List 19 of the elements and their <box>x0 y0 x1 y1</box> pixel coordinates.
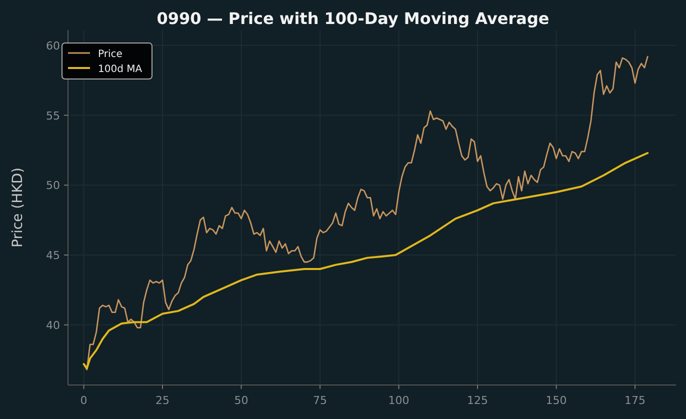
y-tick-label: 45 <box>46 249 60 262</box>
x-tick-label: 175 <box>624 394 646 407</box>
x-tick-label: 75 <box>313 394 328 407</box>
legend-label: 100d MA <box>98 64 142 75</box>
legend-label: Price <box>98 49 122 60</box>
line-series <box>83 56 648 370</box>
x-tick-label: 100 <box>388 394 410 407</box>
x-tick-label: 0 <box>80 394 88 407</box>
x-tick-label: 125 <box>467 394 488 407</box>
y-tick-label: 55 <box>46 109 60 122</box>
x-tick-label: 150 <box>546 394 567 407</box>
x-tick-label: 50 <box>234 394 248 407</box>
y-axis-title: Price (HKD) <box>10 167 26 248</box>
chart-title: 0990 — Price with 100-Day Moving Average <box>156 9 550 28</box>
line-series <box>82 152 649 370</box>
y-tick-label: 60 <box>46 39 60 52</box>
x-tick-label: 25 <box>156 394 170 407</box>
y-tick-label: 50 <box>46 179 60 192</box>
y-tick-label: 40 <box>46 318 60 332</box>
